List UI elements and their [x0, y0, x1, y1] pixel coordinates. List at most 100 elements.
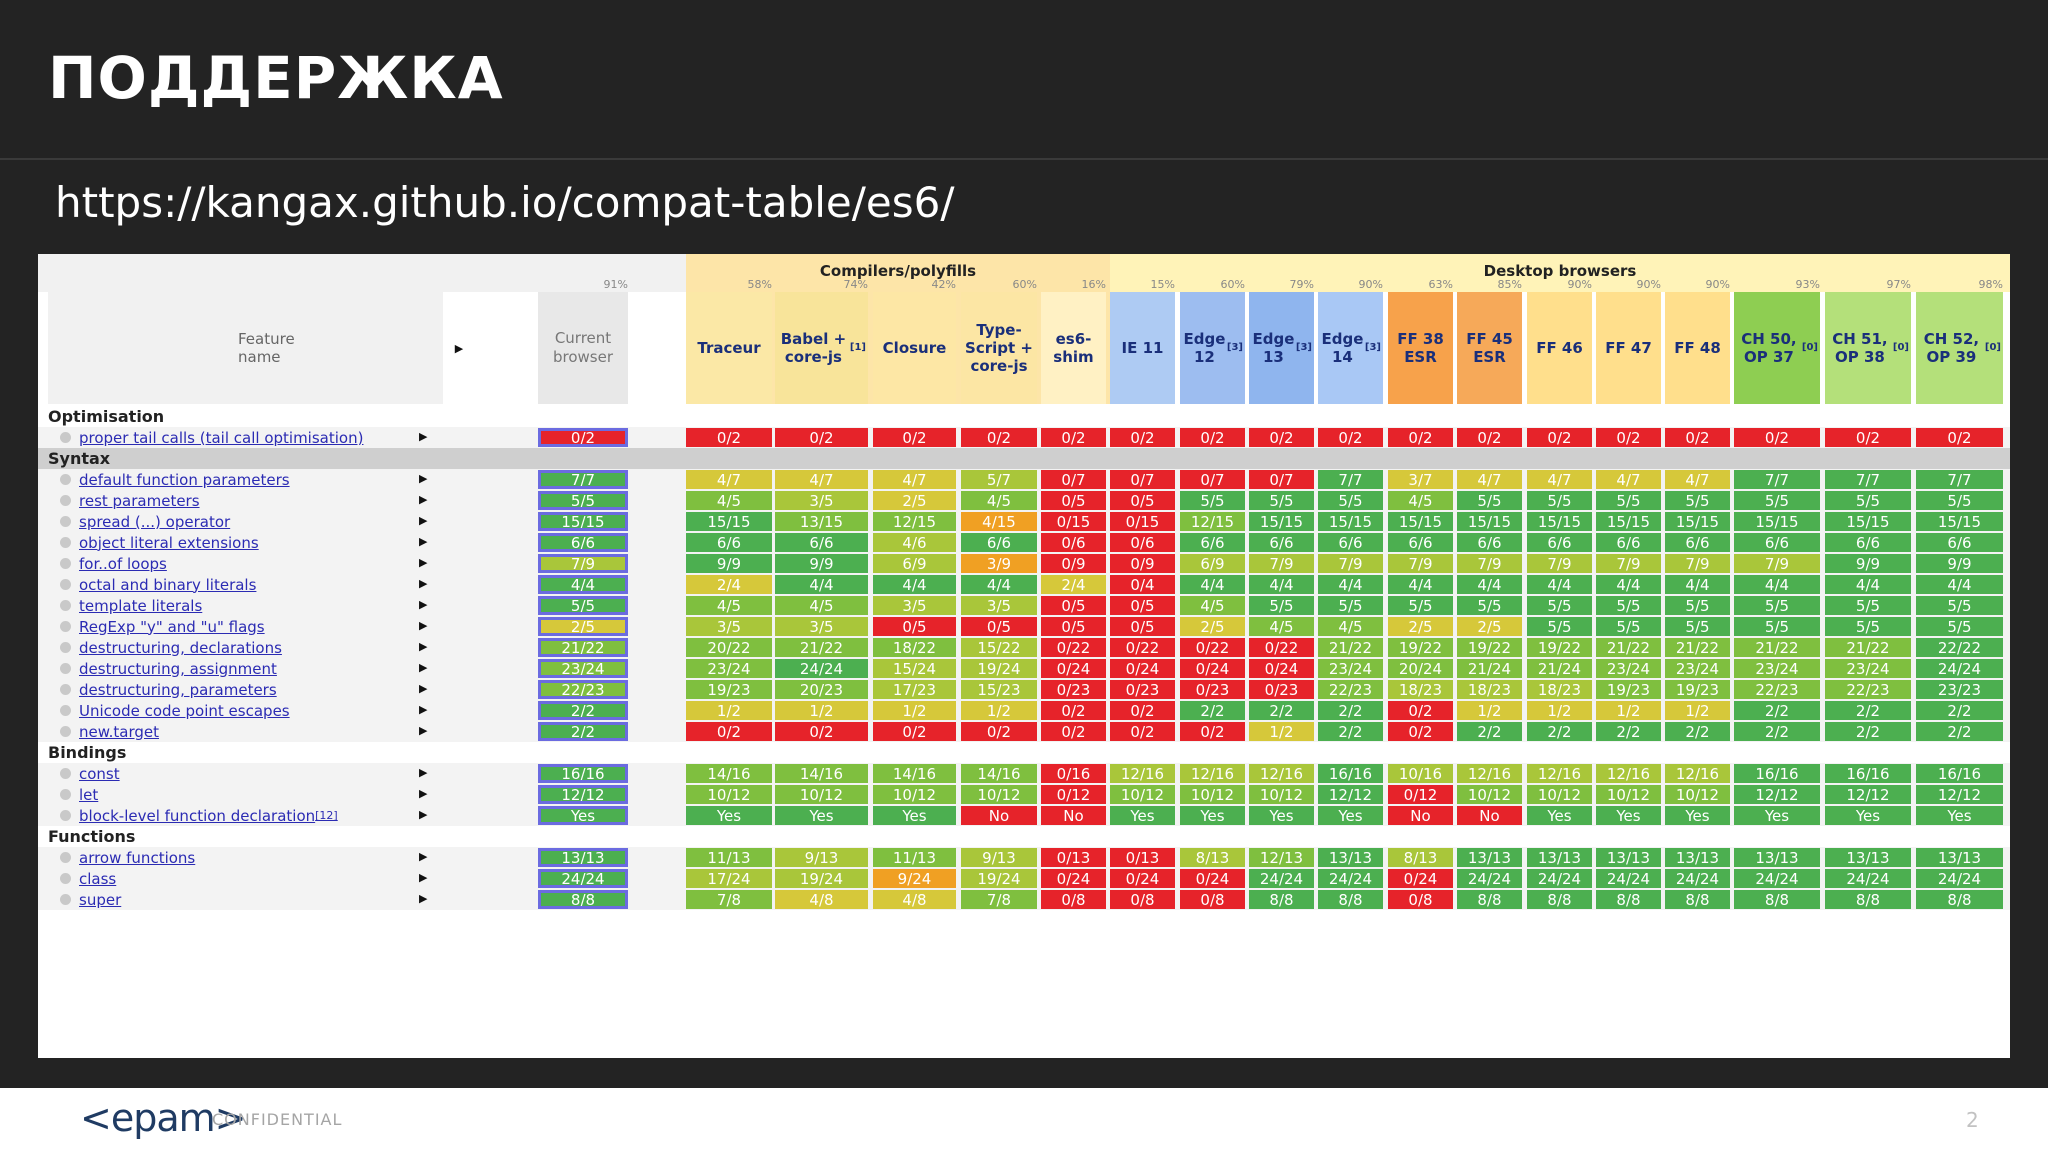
result-cell: 13/13 [1734, 848, 1820, 867]
result-cell: 15/15 [1734, 512, 1820, 531]
expand-arrow-icon[interactable]: ▶ [419, 493, 428, 506]
feature-link[interactable]: for..of loops [48, 553, 443, 574]
expand-arrow-icon[interactable]: ▶ [419, 703, 428, 716]
result-cell: 4/4 [1665, 575, 1730, 594]
result-cell: 8/8 [1318, 890, 1383, 909]
expand-arrow-icon[interactable]: ▶ [419, 535, 428, 548]
feature-link[interactable]: destructuring, parameters [48, 679, 443, 700]
feature-link[interactable]: destructuring, assignment [48, 658, 443, 679]
result-cell: Yes [873, 806, 956, 825]
expand-arrow-icon[interactable]: ▶ [419, 766, 428, 779]
feature-link[interactable]: const [48, 763, 443, 784]
expand-arrow-icon[interactable]: ▶ [419, 556, 428, 569]
column-header[interactable]: FF 47 [1596, 292, 1661, 404]
expand-arrow-icon[interactable]: ▶ [419, 724, 428, 737]
result-cell: 6/6 [1916, 533, 2003, 552]
expand-arrow-icon[interactable]: ▶ [419, 682, 428, 695]
feature-link[interactable]: object literal extensions [48, 532, 443, 553]
column-header[interactable]: CH 50, OP 37 [0] [1734, 292, 1820, 404]
column-header[interactable]: FF 48 [1665, 292, 1730, 404]
result-cell: 0/22 [1110, 638, 1175, 657]
result-cell: 9/9 [1825, 554, 1911, 573]
feature-link[interactable]: block-level function declaration [12] [48, 805, 443, 826]
result-cell: 21/22 [1318, 638, 1383, 657]
result-cell: 0/22 [1041, 638, 1106, 657]
result-cell: 4/7 [1665, 470, 1730, 489]
expand-arrow-icon[interactable]: ▶ [419, 598, 428, 611]
expand-arrow-icon[interactable]: ▶ [419, 514, 428, 527]
feature-link[interactable]: template literals [48, 595, 443, 616]
result-cell: 7/9 [1318, 554, 1383, 573]
column-header[interactable]: FF 45 ESR [1457, 292, 1522, 404]
expand-arrow-icon[interactable]: ▶ [419, 640, 428, 653]
column-header[interactable]: Edge 13 [3] [1249, 292, 1314, 404]
result-cell: 19/22 [1527, 638, 1592, 657]
feature-link[interactable]: super [48, 889, 443, 910]
result-cell: 0/2 [1041, 722, 1106, 741]
feature-link[interactable]: rest parameters [48, 490, 443, 511]
result-cell: 4/4 [538, 575, 628, 594]
feature-link[interactable]: spread (...) operator [48, 511, 443, 532]
result-cell: Yes [1916, 806, 2003, 825]
column-header[interactable]: Traceur [686, 292, 772, 404]
result-cell: 16/16 [1825, 764, 1911, 783]
expand-arrow-icon[interactable]: ▶ [419, 808, 428, 821]
expand-arrow-icon[interactable]: ▶ [419, 619, 428, 632]
result-cell: 15/15 [1457, 512, 1522, 531]
feature-link[interactable]: proper tail calls (tail call optimisatio… [48, 427, 443, 448]
column-header[interactable]: Closure [873, 292, 956, 404]
column-header[interactable]: Type-Script + core-js [961, 292, 1037, 404]
column-header[interactable]: CH 51, OP 38 [0] [1825, 292, 1911, 404]
result-cell: 0/15 [1041, 512, 1106, 531]
result-cell: 0/12 [1388, 785, 1453, 804]
result-cell: 21/22 [1825, 638, 1911, 657]
feature-link[interactable]: RegExp "y" and "u" flags [48, 616, 443, 637]
result-cell: 0/23 [1180, 680, 1245, 699]
expand-arrow-icon[interactable]: ▶ [419, 871, 428, 884]
result-cell: 21/24 [1457, 659, 1522, 678]
column-header[interactable]: IE 11 [1110, 292, 1175, 404]
column-header[interactable]: Edge 12 [3] [1180, 292, 1245, 404]
column-percent: 91% [603, 278, 628, 291]
result-cell: 7/9 [1388, 554, 1453, 573]
feature-link[interactable]: octal and binary literals [48, 574, 443, 595]
expand-arrow-icon[interactable]: ▶ [419, 661, 428, 674]
feature-link[interactable]: let [48, 784, 443, 805]
expand-arrow-icon[interactable]: ▶ [419, 577, 428, 590]
feature-link[interactable]: default function parameters [48, 469, 443, 490]
feature-link[interactable]: class [48, 868, 443, 889]
result-cell: 0/16 [1041, 764, 1106, 783]
expand-arrow-icon[interactable]: ▶ [419, 430, 428, 443]
result-cell: 1/2 [686, 701, 772, 720]
expand-arrow-icon[interactable]: ▶ [419, 787, 428, 800]
column-header[interactable]: es6-shim [1041, 292, 1106, 404]
result-cell: 2/2 [1734, 701, 1820, 720]
expand-arrow-icon[interactable]: ▶ [419, 472, 428, 485]
result-cell: 6/9 [873, 554, 956, 573]
result-cell: 6/6 [538, 533, 628, 552]
result-cell: 15/15 [1596, 512, 1661, 531]
column-header[interactable]: FF 46 [1527, 292, 1592, 404]
feature-link[interactable]: new.target [48, 721, 443, 742]
result-cell: Yes [686, 806, 772, 825]
column-header[interactable]: FF 38 ESR [1388, 292, 1453, 404]
result-cell: 6/6 [686, 533, 772, 552]
result-cell: 12/12 [538, 785, 628, 804]
feature-link[interactable]: Unicode code point escapes [48, 700, 443, 721]
result-cell: 5/5 [1527, 491, 1592, 510]
column-header[interactable]: Babel + core-js [1] [775, 292, 868, 404]
expand-arrow-icon[interactable]: ▶ [419, 850, 428, 863]
result-cell: 4/4 [1249, 575, 1314, 594]
result-cell: 14/16 [873, 764, 956, 783]
result-cell: 0/2 [1041, 701, 1106, 720]
column-header[interactable]: Current browser [538, 292, 628, 404]
result-cell: 0/5 [873, 617, 956, 636]
group-label-compilers: Compilers/polyfills [819, 262, 977, 280]
feature-link[interactable]: arrow functions [48, 847, 443, 868]
slide-url: https://kangax.github.io/compat-table/es… [55, 178, 955, 227]
feature-link[interactable]: destructuring, declarations [48, 637, 443, 658]
column-header[interactable]: Edge 14 [3] [1318, 292, 1383, 404]
result-cell: 23/24 [1318, 659, 1383, 678]
column-header[interactable]: CH 52, OP 39 [0] [1916, 292, 2003, 404]
expand-arrow-icon[interactable]: ▶ [419, 892, 428, 905]
